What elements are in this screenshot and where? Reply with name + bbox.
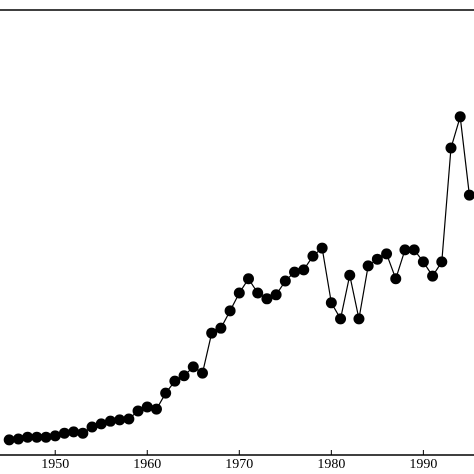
- x-tick-label: 1980: [317, 457, 345, 472]
- data-point: [325, 297, 337, 309]
- data-point: [104, 415, 116, 427]
- data-point: [95, 418, 107, 430]
- data-point: [114, 414, 126, 426]
- data-point: [436, 256, 448, 268]
- data-point: [3, 434, 15, 446]
- data-point: [178, 370, 190, 382]
- data-point: [270, 289, 282, 301]
- data-point: [454, 111, 466, 123]
- data-point: [215, 322, 227, 334]
- data-point: [362, 260, 374, 272]
- data-point: [132, 405, 144, 417]
- data-point: [141, 401, 153, 413]
- data-point: [344, 269, 356, 281]
- data-point: [160, 387, 172, 399]
- data-point: [150, 403, 162, 415]
- data-point: [307, 250, 319, 262]
- data-point: [77, 427, 89, 439]
- data-point: [417, 256, 429, 268]
- data-point: [123, 413, 135, 425]
- x-tick-label: 1960: [133, 457, 161, 472]
- data-point: [252, 287, 264, 299]
- data-point: [335, 313, 347, 325]
- data-point: [427, 270, 439, 282]
- data-point: [49, 430, 61, 442]
- data-point: [196, 367, 208, 379]
- data-point: [224, 305, 236, 317]
- x-tick-label: 1950: [41, 457, 69, 472]
- data-point: [169, 375, 181, 387]
- data-point: [261, 293, 273, 305]
- data-point: [233, 287, 245, 299]
- data-point: [187, 361, 199, 373]
- data-point: [445, 142, 457, 154]
- data-point: [40, 431, 52, 443]
- x-tick-label: 1970: [225, 457, 253, 472]
- x-tick-label: 1990: [409, 457, 437, 472]
- data-point: [86, 421, 98, 433]
- data-point: [381, 248, 393, 260]
- data-point: [316, 242, 328, 254]
- data-point: [12, 433, 24, 445]
- data-point: [31, 431, 43, 443]
- data-point: [298, 264, 310, 276]
- data-point: [353, 313, 365, 325]
- data-point: [243, 273, 255, 285]
- data-point: [206, 327, 218, 339]
- data-point: [399, 244, 411, 256]
- data-point: [279, 275, 291, 287]
- data-point: [408, 244, 420, 256]
- data-point: [68, 426, 80, 438]
- data-point: [289, 266, 301, 278]
- data-point: [22, 431, 34, 443]
- data-point: [371, 253, 383, 265]
- data-point: [390, 273, 402, 285]
- data-point: [463, 189, 474, 201]
- data-point: [58, 427, 70, 439]
